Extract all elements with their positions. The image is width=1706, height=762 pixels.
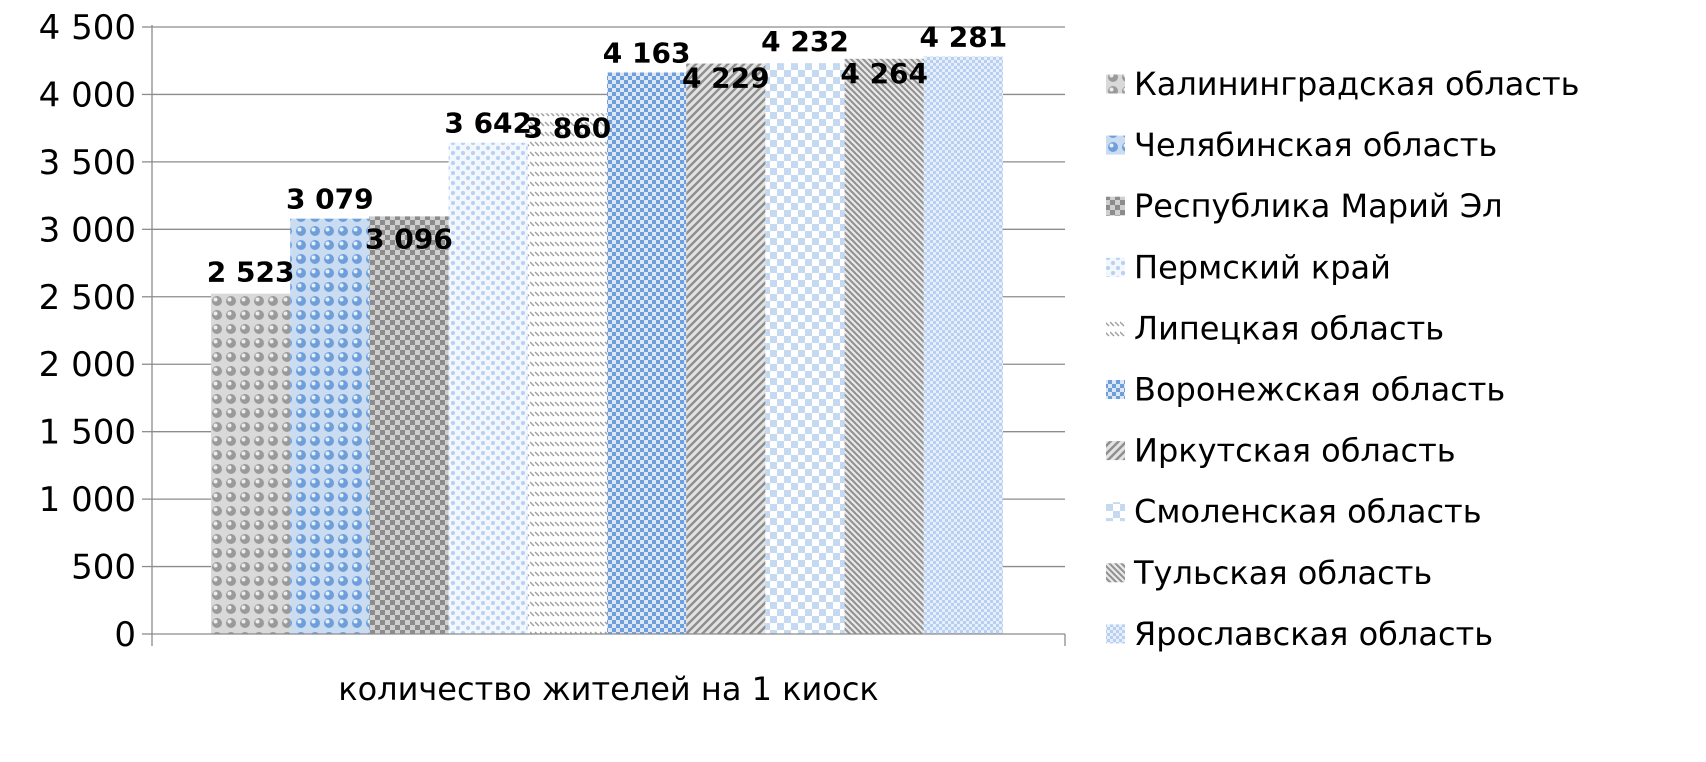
bar: [765, 63, 845, 635]
legend-label: Воронежская область: [1134, 371, 1505, 409]
data-label: 3 096: [365, 222, 453, 255]
legend-item: Смоленская область: [1106, 493, 1482, 531]
y-tick-label: 0: [114, 615, 136, 655]
bar: [686, 63, 766, 635]
data-label: 3 642: [444, 107, 532, 140]
legend-item: Челябинская область: [1106, 126, 1497, 164]
legend-swatch: [1106, 624, 1125, 644]
legend-swatch: [1106, 135, 1125, 155]
bars: [211, 56, 1003, 635]
legend-swatch: [1106, 441, 1125, 461]
legend-item: Липецкая область: [1106, 309, 1444, 347]
legend-label: Тульская область: [1133, 554, 1432, 592]
bar: [290, 218, 370, 634]
bar: [607, 72, 687, 634]
legend-swatch: [1106, 257, 1125, 277]
y-tick-label: 4 500: [39, 8, 136, 48]
legend-label: Калининградская область: [1134, 65, 1580, 103]
legend-label: Липецкая область: [1134, 309, 1444, 347]
data-label: 4 281: [920, 21, 1008, 54]
legend-label: Челябинская область: [1134, 126, 1497, 164]
legend-item: Тульская область: [1106, 554, 1432, 592]
data-label: 4 229: [682, 62, 770, 95]
category-label: количество жителей на 1 киоск: [338, 670, 879, 708]
x-axis: количество жителей на 1 киоск: [151, 633, 1066, 708]
y-tick-label: 2 000: [39, 345, 136, 385]
legend-label: Ярославская область: [1134, 615, 1493, 653]
legend-item: Ярославская область: [1106, 615, 1493, 653]
bar: [211, 293, 291, 634]
legend-item: Республика Марий Эл: [1106, 187, 1503, 225]
legend-swatch: [1106, 318, 1125, 338]
y-tick-label: 4 000: [39, 75, 136, 115]
data-label: 3 860: [524, 111, 612, 144]
y-tick-label: 1 500: [39, 413, 136, 453]
data-label: 4 264: [840, 57, 928, 90]
legend-label: Иркутская область: [1134, 432, 1456, 470]
y-tick-label: 2 500: [39, 278, 136, 318]
data-label: 2 523: [207, 256, 295, 289]
y-tick-label: 3 500: [39, 143, 136, 183]
legend-item: Иркутская область: [1106, 432, 1456, 470]
legend: Калининградская область Челябинская облас…: [1106, 65, 1580, 653]
legend-swatch: [1106, 74, 1125, 94]
y-axis: 0 500 1 000 1 500 2 000 2 500 3 000 3 500 4 000 4…: [39, 8, 153, 655]
bar: [844, 58, 924, 634]
data-label: 4 232: [761, 25, 849, 58]
legend-swatch: [1106, 502, 1125, 522]
legend-item: Воронежская область: [1106, 371, 1505, 409]
y-tick-label: 1 000: [39, 480, 136, 520]
legend-label: Пермский край: [1134, 248, 1391, 286]
legend-label: Смоленская область: [1134, 493, 1482, 531]
legend-swatch: [1106, 563, 1125, 583]
legend-label: Республика Марий Эл: [1134, 187, 1503, 225]
data-label: 3 079: [286, 183, 374, 216]
bar: [923, 56, 1003, 635]
legend-item: Калининградская область: [1106, 65, 1580, 103]
legend-item: Пермский край: [1106, 248, 1391, 286]
y-tick-label: 3 000: [39, 210, 136, 250]
legend-swatch: [1106, 196, 1125, 216]
bar: [448, 142, 528, 634]
data-label: 4 163: [603, 36, 691, 69]
legend-swatch: [1106, 380, 1125, 399]
y-tick-label: 500: [71, 548, 136, 588]
bar: [369, 216, 449, 634]
bar: [527, 113, 607, 635]
